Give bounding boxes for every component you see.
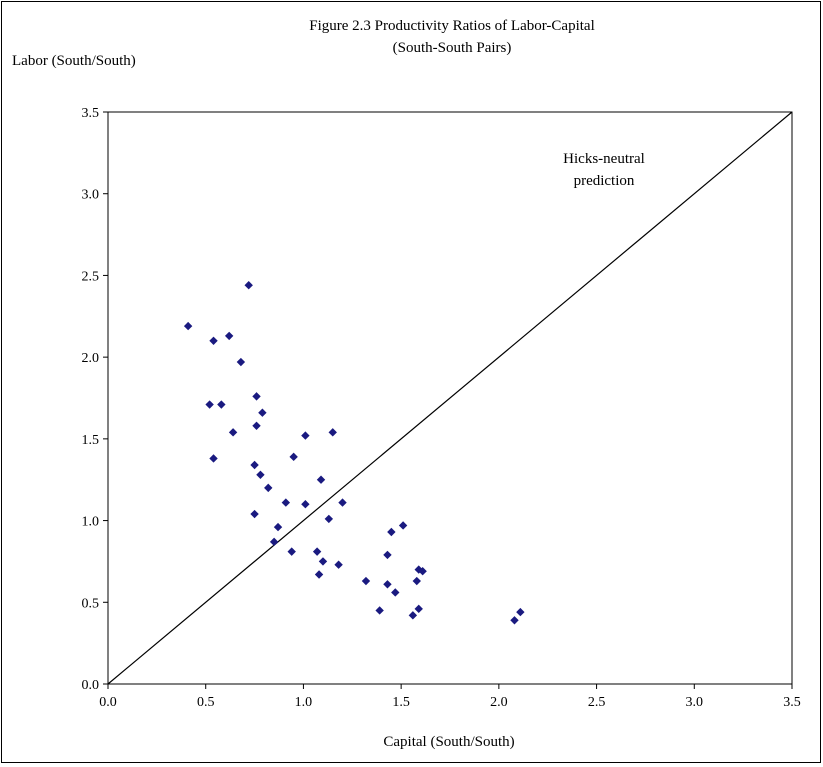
data-point xyxy=(183,321,193,331)
annotation-line-2: prediction xyxy=(574,173,635,189)
hicks-neutral-line xyxy=(107,111,793,685)
chart-title-line-1: Figure 2.3 Productivity Ratios of Labor-… xyxy=(309,18,595,34)
data-point xyxy=(250,509,259,519)
data-point xyxy=(244,281,253,290)
x-tick-label: 2.5 xyxy=(588,695,606,710)
data-point xyxy=(324,514,334,524)
x-tick-label: 3.0 xyxy=(686,695,704,710)
data-point xyxy=(383,580,392,589)
y-tick-label: 2.5 xyxy=(82,269,100,284)
x-tick-label: 1.0 xyxy=(295,695,313,710)
y-tick-label: 3.5 xyxy=(82,106,100,121)
data-point xyxy=(412,576,421,586)
data-point xyxy=(205,400,214,409)
data-point xyxy=(209,454,218,463)
data-point xyxy=(375,606,384,615)
x-axis-ticks: 0.0 0.5 1.0 1.5 2.0 2.5 3.0 3.5 xyxy=(99,684,801,710)
data-point xyxy=(281,498,291,507)
data-point xyxy=(224,331,234,341)
data-point xyxy=(328,428,337,437)
y-axis-ticks: 0.0 0.5 1.0 1.5 2.0 2.5 3.0 3.5 xyxy=(82,106,108,693)
data-point xyxy=(269,537,279,547)
data-point xyxy=(301,431,310,440)
x-tick-label: 1.5 xyxy=(392,695,410,710)
data-point xyxy=(316,475,326,484)
data-point xyxy=(414,604,423,614)
data-point xyxy=(252,421,261,430)
data-point xyxy=(250,460,259,470)
data-point xyxy=(391,588,400,597)
chart-title-line-2: (South-South Pairs) xyxy=(393,40,512,56)
data-point xyxy=(383,550,392,560)
annotation-line-1: Hicks-neutral xyxy=(563,151,645,167)
data-point xyxy=(301,500,310,509)
data-point xyxy=(361,576,371,586)
data-points xyxy=(183,281,525,625)
data-point xyxy=(264,483,273,493)
data-point xyxy=(289,452,298,462)
data-point xyxy=(273,522,283,532)
data-point xyxy=(228,428,238,437)
data-point xyxy=(408,611,418,620)
data-point xyxy=(258,408,267,417)
data-point xyxy=(217,400,226,409)
data-point xyxy=(387,527,396,537)
y-tick-label: 0.0 xyxy=(82,678,100,693)
data-point xyxy=(209,336,218,345)
x-tick-label: 0.0 xyxy=(99,695,117,710)
data-point xyxy=(510,616,519,625)
x-tick-label: 2.0 xyxy=(490,695,508,710)
x-tick-label: 3.5 xyxy=(783,695,801,710)
data-point xyxy=(256,470,265,480)
data-point xyxy=(334,560,343,569)
y-tick-label: 2.0 xyxy=(82,351,100,366)
data-point xyxy=(418,567,427,576)
plot-area xyxy=(107,111,793,685)
x-tick-label: 0.5 xyxy=(197,695,215,710)
data-point xyxy=(312,547,322,556)
y-tick-label: 1.5 xyxy=(82,433,100,448)
data-point xyxy=(318,557,328,566)
data-point xyxy=(314,570,324,579)
y-tick-label: 3.0 xyxy=(82,188,100,203)
y-tick-label: 1.0 xyxy=(82,515,100,530)
y-tick-label: 0.5 xyxy=(82,596,100,611)
data-point xyxy=(516,607,525,617)
data-point xyxy=(414,565,423,574)
data-point xyxy=(236,357,246,367)
data-point xyxy=(287,547,296,556)
x-axis-title: Capital (South/South) xyxy=(383,734,514,750)
y-axis-title: Labor (South/South) xyxy=(12,53,136,69)
data-point xyxy=(398,521,408,530)
data-point xyxy=(252,392,261,401)
data-point xyxy=(338,498,347,507)
